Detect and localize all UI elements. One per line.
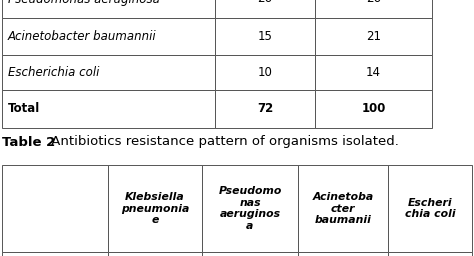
Bar	[215, 90, 315, 128]
Text: 21: 21	[366, 30, 381, 43]
Bar	[2, 90, 215, 128]
Text: Total: Total	[8, 102, 40, 115]
Text: 15: 15	[257, 30, 273, 43]
Bar	[315, 55, 432, 90]
Bar	[202, 252, 298, 256]
Bar	[2, 252, 108, 256]
Bar	[215, 0, 315, 18]
Bar	[2, 165, 108, 252]
Bar	[2, 18, 215, 55]
Bar	[108, 252, 202, 256]
Text: Pseudomonas aeruginosa: Pseudomonas aeruginosa	[8, 0, 160, 5]
Bar	[2, 0, 215, 18]
Bar	[202, 165, 298, 252]
Bar	[298, 252, 388, 256]
Bar	[2, 55, 215, 90]
Text: 72: 72	[257, 102, 273, 115]
Text: 14: 14	[366, 66, 381, 79]
Text: Acinetobacter baumannii: Acinetobacter baumannii	[8, 30, 156, 43]
Text: Pseudomo
nas
aeruginos
a: Pseudomo nas aeruginos a	[219, 186, 282, 231]
Bar	[315, 18, 432, 55]
Bar	[388, 252, 472, 256]
Bar	[315, 0, 432, 18]
Text: Klebsiella
pneumonia
e: Klebsiella pneumonia e	[121, 192, 189, 225]
Text: Table 2: Table 2	[2, 135, 55, 148]
Bar	[215, 18, 315, 55]
Bar	[108, 165, 202, 252]
Bar	[315, 90, 432, 128]
Bar	[298, 165, 388, 252]
Text: Acinetoba
cter
baumanii: Acinetoba cter baumanii	[312, 192, 374, 225]
Text: Escherichia coli: Escherichia coli	[8, 66, 100, 79]
Text: 26: 26	[257, 0, 273, 5]
Text: Escheri
chia coli: Escheri chia coli	[405, 198, 456, 219]
Bar	[215, 55, 315, 90]
Bar	[388, 165, 472, 252]
Text: 26: 26	[366, 0, 381, 5]
Text: 10: 10	[257, 66, 273, 79]
Text: Antibiotics resistance pattern of organisms isolated.: Antibiotics resistance pattern of organi…	[47, 135, 399, 148]
Text: 100: 100	[361, 102, 386, 115]
